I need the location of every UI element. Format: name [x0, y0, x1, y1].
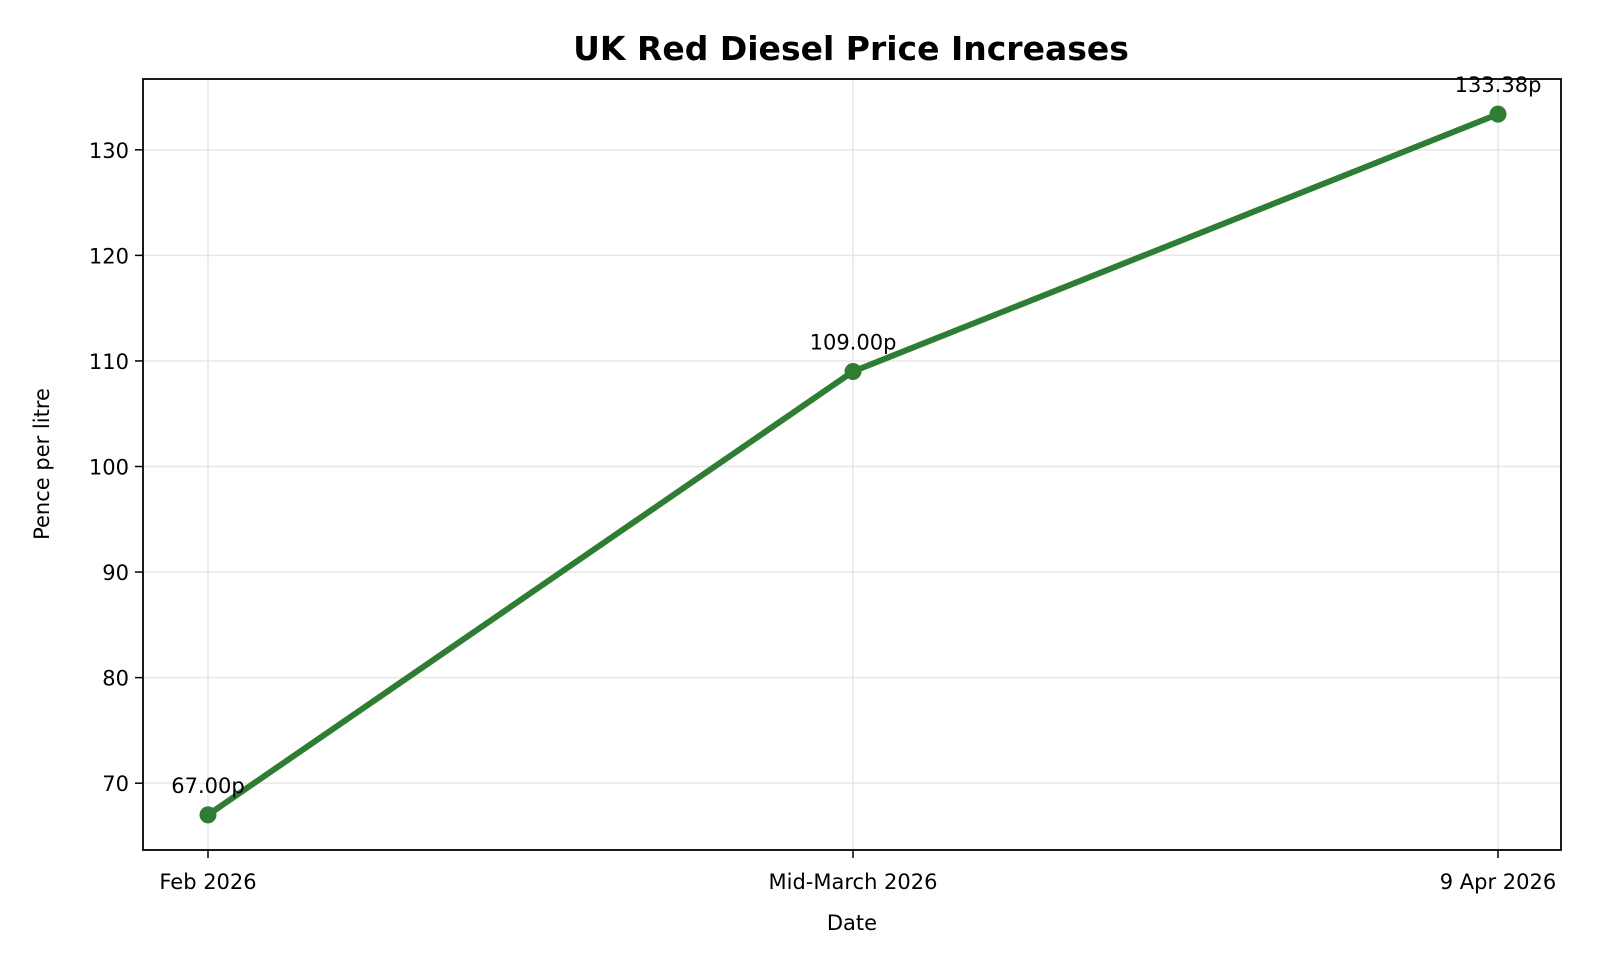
grid — [143, 79, 1561, 850]
data-label: 133.38p — [1455, 73, 1542, 97]
y-tick-label: 120 — [89, 244, 129, 268]
y-tick-label: 110 — [89, 350, 129, 374]
data-point — [199, 806, 217, 824]
y-tick-label: 100 — [89, 456, 129, 480]
plot-area: 67.00p 109.00p 133.38p — [171, 73, 1542, 824]
x-tick-label: 9 Apr 2026 — [1440, 870, 1556, 894]
chart-title: UK Red Diesel Price Increases — [573, 29, 1129, 68]
x-tick-label: Feb 2026 — [159, 870, 256, 894]
y-tick-label: 80 — [102, 667, 129, 691]
x-tick-label: Mid-March 2026 — [769, 870, 938, 894]
y-tick-label: 90 — [102, 561, 129, 585]
data-label: 109.00p — [810, 331, 897, 355]
data-point — [844, 363, 862, 381]
y-axis-label: Pence per litre — [30, 388, 54, 540]
y-axis: 70 80 90 100 110 120 130 — [89, 139, 143, 796]
x-axis-label: Date — [827, 911, 877, 935]
plot-frame — [142, 78, 1562, 851]
y-tick-label: 70 — [102, 772, 129, 796]
data-label: 67.00p — [171, 774, 244, 798]
data-point — [1489, 105, 1507, 123]
x-axis: Feb 2026 Mid-March 2026 9 Apr 2026 — [159, 850, 1556, 894]
y-tick-label: 130 — [89, 139, 129, 163]
